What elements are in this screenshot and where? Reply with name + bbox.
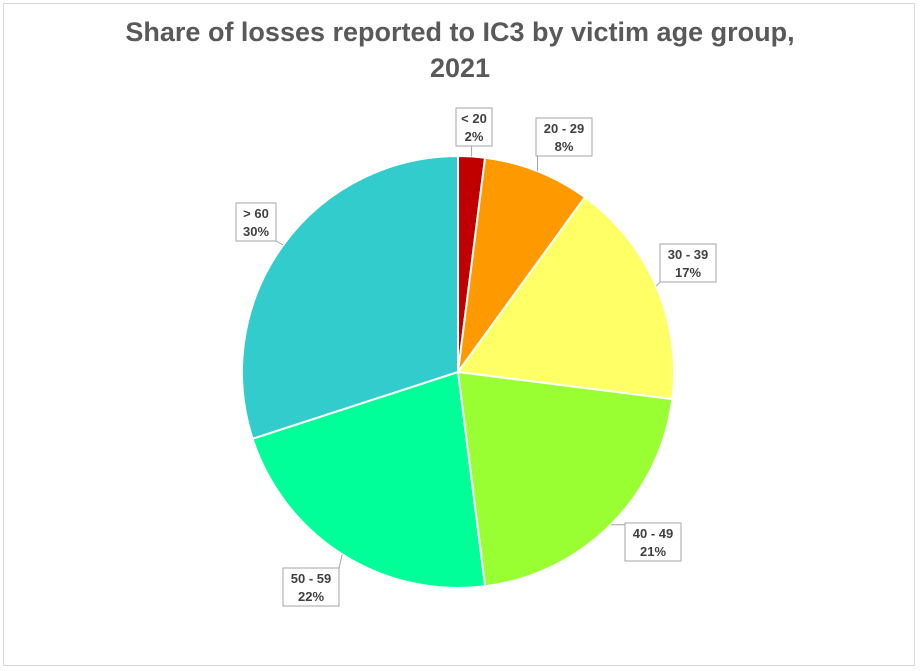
data-label-box-1: [455, 107, 493, 147]
category-label: 20 - 29: [544, 121, 584, 136]
category-label: 50 - 59: [291, 571, 331, 586]
value-label: 22%: [298, 589, 324, 604]
data-label-box-5: [282, 567, 340, 607]
category-label: 40 - 49: [633, 526, 673, 541]
data-label-box-2: [535, 117, 593, 157]
category-label: < 20: [461, 111, 487, 126]
leader-line-3: [655, 281, 661, 287]
value-label: 17%: [675, 265, 701, 280]
pie-slice-6: [241, 154, 459, 441]
value-label: 2%: [465, 129, 484, 144]
data-label-box-6: [235, 202, 277, 242]
value-label: 30%: [243, 224, 269, 239]
category-label: > 60: [243, 206, 269, 221]
data-label-box-4: [624, 522, 682, 562]
pie-slice-5: [251, 370, 487, 589]
category-label: 30 - 39: [668, 247, 708, 262]
pie-slice-2: [457, 156, 587, 373]
data-label-box-3: [659, 243, 717, 283]
pie-slices: [241, 154, 675, 589]
value-label: 8%: [555, 139, 574, 154]
pie-slice-3: [456, 195, 675, 401]
leader-line-5: [338, 554, 343, 569]
chart-title: Share of losses reported to IC3 by victi…: [125, 17, 795, 83]
value-label: 21%: [640, 544, 666, 559]
pie-labels: < 20 2% 20 - 29 8% 30 - 39 17% 40 - 49 21% 50 - …: [235, 107, 717, 607]
leader-line-6: [275, 240, 284, 246]
